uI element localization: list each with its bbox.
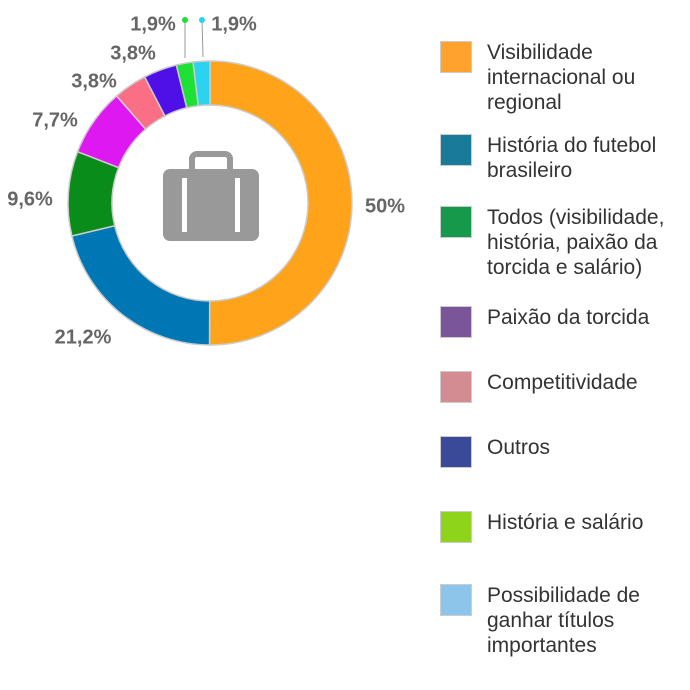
legend: Visibilidade internacional ou regional Hi…: [440, 0, 690, 690]
slice-label-7: 1,9%: [130, 13, 176, 35]
briefcase-icon: [163, 151, 259, 241]
legend-swatch: [440, 41, 472, 73]
legend-swatch: [440, 511, 472, 543]
legend-label: Possibilidade de ganhar títulos importan…: [487, 584, 640, 657]
legend-label: Competitividade: [487, 371, 638, 394]
legend-item: Todos (visibilidade, história, paixão da…: [440, 205, 690, 280]
legend-item: História do futebol brasileiro: [440, 133, 690, 183]
donut-slices: [67, 60, 353, 346]
legend-label: História do futebol brasileiro: [487, 134, 657, 182]
legend-swatch: [440, 306, 472, 338]
legend-label: Todos (visibilidade, história, paixão da…: [487, 206, 665, 279]
legend-swatch: [440, 134, 472, 166]
legend-swatch: [440, 436, 472, 468]
slice-label-1: 50%: [365, 195, 405, 217]
slice-label-4: 7,7%: [32, 109, 78, 131]
legend-item: Outros: [440, 435, 690, 468]
legend-label: Paixão da torcida: [487, 306, 650, 329]
leader-dot-7: [182, 17, 188, 23]
legend-label: Visibilidade internacional ou regional: [487, 41, 636, 114]
legend-swatch: [440, 371, 472, 403]
slice-1: [208, 60, 353, 346]
slice-label-3: 9,6%: [7, 188, 53, 210]
slice-8: [192, 60, 211, 107]
donut-chart: 50% 21,2% 9,6% 7,7% 3,8% 3,8% 1,9% 1,9%: [7, 13, 405, 348]
leader-line-8: [201, 19, 204, 58]
leader-dot-8: [199, 17, 205, 23]
slice-label-5: 3,8%: [71, 70, 117, 92]
legend-swatch: [440, 206, 472, 238]
slice-label-6: 3,8%: [110, 42, 156, 64]
legend-item: Visibilidade internacional ou regional: [440, 40, 690, 115]
legend-item: História e salário: [440, 510, 690, 543]
legend-swatch: [440, 584, 472, 616]
legend-label: Outros: [487, 436, 551, 459]
label-leaders: [182, 17, 205, 58]
legend-item: Competitividade: [440, 370, 690, 403]
slice-label-2: 21,2%: [55, 326, 112, 348]
slice-labels: 50% 21,2% 9,6% 7,7% 3,8% 3,8% 1,9% 1,9%: [7, 13, 405, 348]
slice-label-8: 1,9%: [211, 13, 257, 35]
legend-item: Possibilidade de ganhar títulos importan…: [440, 583, 690, 658]
legend-item: Paixão da torcida: [440, 305, 690, 338]
legend-label: História e salário: [487, 511, 644, 534]
